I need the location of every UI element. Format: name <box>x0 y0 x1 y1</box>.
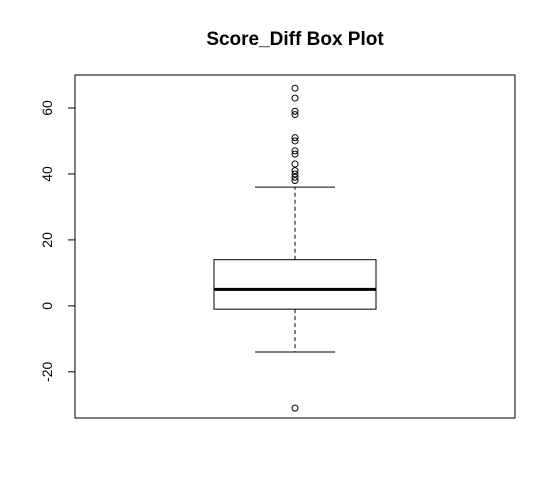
y-tick-label: 60 <box>39 100 55 116</box>
outlier-point <box>291 107 299 115</box>
outlier-point <box>291 137 299 145</box>
y-axis: -20 0 20 40 60 <box>39 100 76 382</box>
plot-frame <box>74 74 516 419</box>
chart-title: Score_Diff Box Plot <box>206 29 384 50</box>
outlier-point <box>291 177 299 185</box>
outlier-point <box>291 150 299 158</box>
outlier-point <box>291 84 299 92</box>
y-tick-label: 40 <box>39 166 55 182</box>
outlier-point <box>291 147 299 155</box>
outlier-point <box>291 173 299 181</box>
outlier-point <box>291 170 299 178</box>
outlier-point <box>291 160 299 168</box>
iqr-box <box>213 259 377 310</box>
y-tick-label: 0 <box>39 302 55 310</box>
outlier-point <box>291 134 299 142</box>
outlier-point <box>291 404 299 412</box>
outlier-point <box>291 94 299 102</box>
outlier-point <box>291 111 299 119</box>
outlier-point <box>291 167 299 175</box>
y-tick-label: 20 <box>39 232 55 248</box>
y-tick-label: -20 <box>39 361 55 381</box>
box-group <box>213 84 377 412</box>
